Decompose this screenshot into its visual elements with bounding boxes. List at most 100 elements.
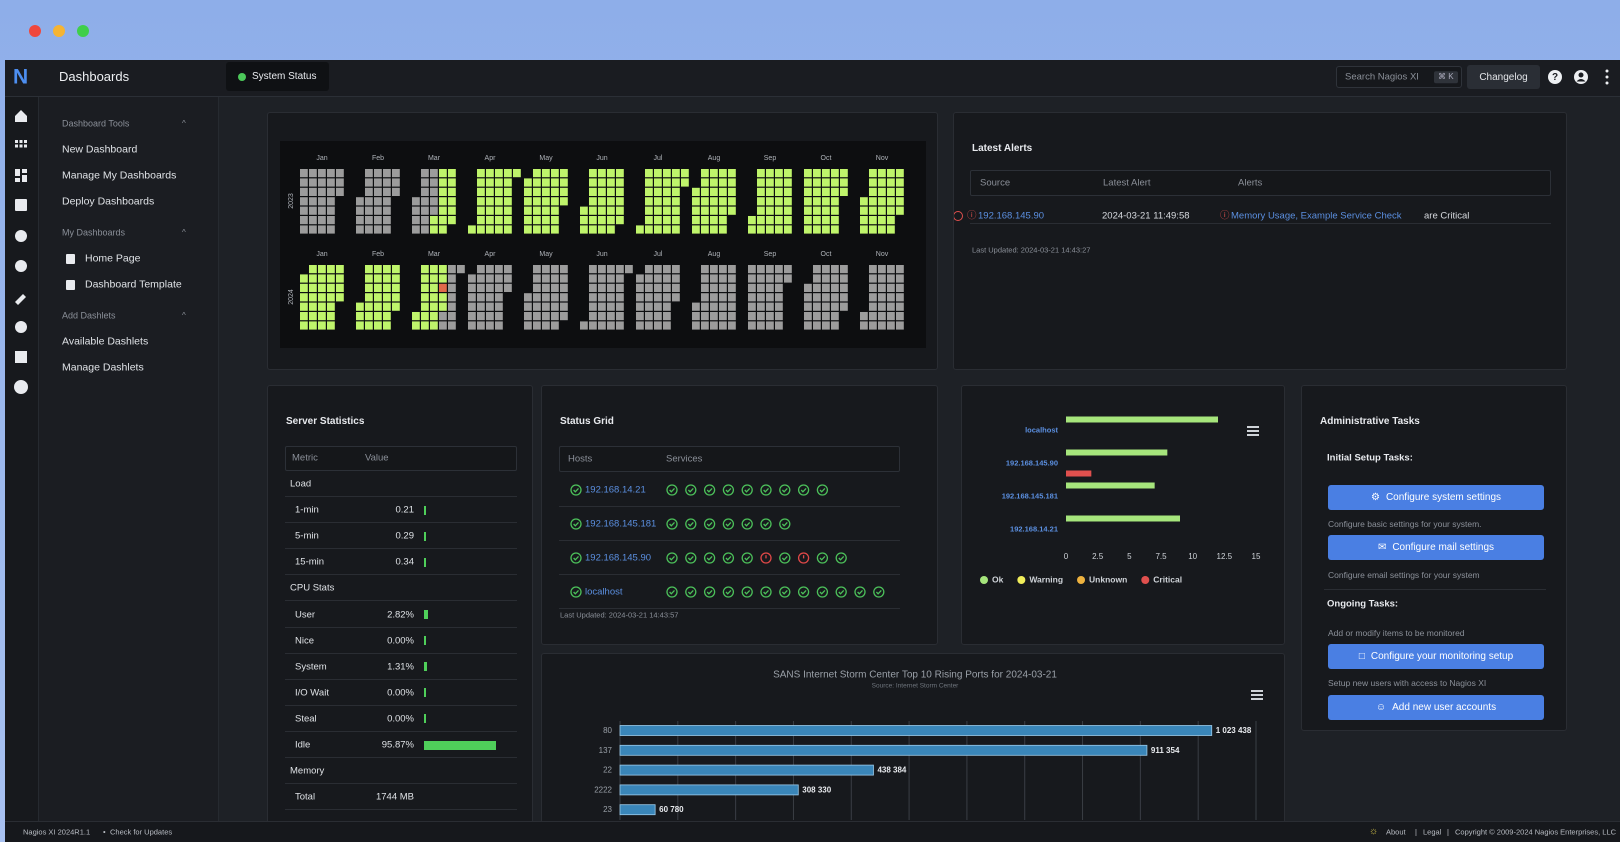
day-cell[interactable] [822,274,830,283]
day-cell[interactable] [524,302,532,311]
service-status[interactable] [779,518,791,530]
day-cell[interactable] [869,216,877,225]
day-cell[interactable] [365,293,373,302]
day-cell[interactable] [775,169,783,178]
day-cell[interactable] [869,321,877,330]
day-cell[interactable] [757,265,765,274]
day-cell[interactable] [477,293,485,302]
day-cell[interactable] [336,187,344,196]
day-cell[interactable] [421,178,429,187]
day-cell[interactable] [551,206,559,215]
day-cell[interactable] [813,274,821,283]
day-cell[interactable] [542,293,550,302]
day-cell[interactable] [365,178,373,187]
day-cell[interactable] [728,187,736,196]
day-cell[interactable] [374,302,382,311]
day-cell[interactable] [300,293,308,302]
day-cell[interactable] [551,293,559,302]
day-cell[interactable] [607,206,615,215]
day-cell[interactable] [524,178,532,187]
day-cell[interactable] [551,225,559,234]
day-cell[interactable] [439,206,447,215]
day-cell[interactable] [710,169,718,178]
day-cell[interactable] [719,312,727,321]
day-cell[interactable] [318,206,326,215]
day-cell[interactable] [430,187,438,196]
close-button[interactable] [29,25,41,37]
day-cell[interactable] [542,187,550,196]
day-cell[interactable] [412,216,420,225]
day-cell[interactable] [589,265,597,274]
day-cell[interactable] [663,302,671,311]
day-cell[interactable] [728,293,736,302]
footer-link[interactable]: Legal [1423,827,1442,837]
day-cell[interactable] [766,197,774,206]
day-cell[interactable] [878,265,886,274]
day-cell[interactable] [468,321,476,330]
day-cell[interactable] [636,274,644,283]
day-cell[interactable] [300,187,308,196]
day-cell[interactable] [840,283,848,292]
day-cell[interactable] [448,187,456,196]
day-cell[interactable] [860,197,868,206]
day-cell[interactable] [869,178,877,187]
service-status[interactable] [666,586,678,598]
day-cell[interactable] [486,312,494,321]
day-cell[interactable] [477,225,485,234]
day-cell[interactable] [439,321,447,330]
day-cell[interactable] [887,187,895,196]
service-status[interactable] [741,586,753,598]
day-cell[interactable] [748,274,756,283]
changelog-button[interactable]: Changelog [1467,65,1540,89]
service-status[interactable] [666,552,678,564]
day-cell[interactable] [421,197,429,206]
day-cell[interactable] [439,283,447,292]
day-cell[interactable] [374,187,382,196]
service-status[interactable] [722,552,735,564]
day-cell[interactable] [542,312,550,321]
day-cell[interactable] [757,321,765,330]
day-cell[interactable] [654,178,662,187]
day-cell[interactable] [757,312,765,321]
day-cell[interactable] [672,216,680,225]
day-cell[interactable] [468,302,476,311]
day-cell[interactable] [383,293,391,302]
day-cell[interactable] [477,178,485,187]
day-cell[interactable] [392,293,400,302]
day-cell[interactable] [318,178,326,187]
day-cell[interactable] [327,302,335,311]
chart-menu[interactable] [1247,426,1259,436]
day-cell[interactable] [860,216,868,225]
day-cell[interactable] [822,283,830,292]
day-cell[interactable] [654,302,662,311]
day-cell[interactable] [300,274,308,283]
day-cell[interactable] [813,197,821,206]
day-cell[interactable] [766,274,774,283]
day-cell[interactable] [486,206,494,215]
day-cell[interactable] [300,169,308,178]
day-cell[interactable] [822,169,830,178]
day-cell[interactable] [710,216,718,225]
day-cell[interactable] [383,265,391,274]
day-cell[interactable] [365,169,373,178]
day-cell[interactable] [365,225,373,234]
day-cell[interactable] [878,321,886,330]
day-cell[interactable] [840,178,848,187]
day-cell[interactable] [300,321,308,330]
day-cell[interactable] [701,169,709,178]
day-cell[interactable] [878,225,886,234]
day-cell[interactable] [327,265,335,274]
day-cell[interactable] [504,187,512,196]
day-cell[interactable] [392,265,400,274]
day-cell[interactable] [598,312,606,321]
service-status[interactable] [779,484,791,496]
tools-icon[interactable] [15,294,26,305]
day-cell[interactable] [896,283,904,292]
day-cell[interactable] [710,187,718,196]
day-cell[interactable] [840,302,848,311]
day-cell[interactable] [784,178,792,187]
help-icon[interactable] [1548,70,1562,84]
day-cell[interactable] [468,293,476,302]
day-cell[interactable] [681,178,689,187]
day-cell[interactable] [383,187,391,196]
